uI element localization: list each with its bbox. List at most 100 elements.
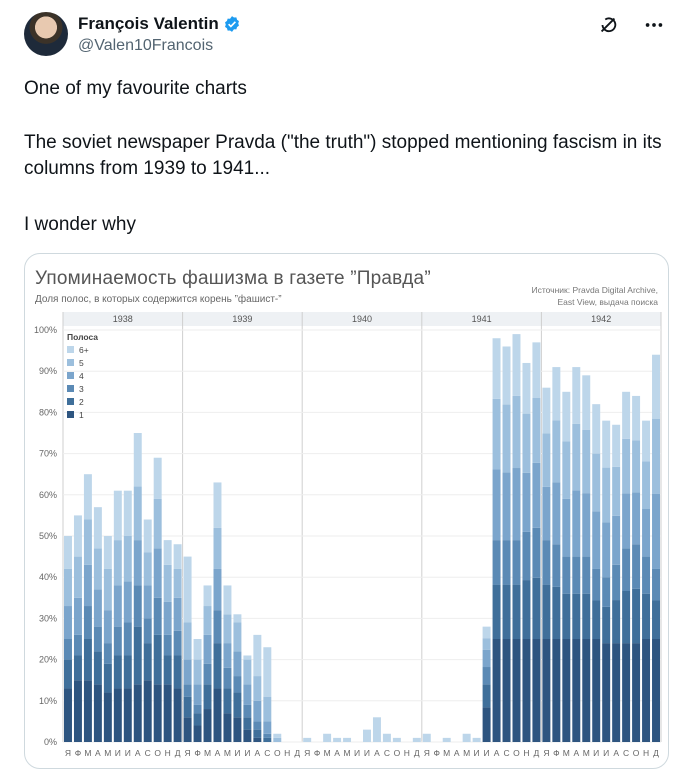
bar-segment [612,515,621,565]
y-tick-label: 20% [39,655,57,665]
y-tick-label: 40% [39,572,57,582]
bar-segment [263,647,272,697]
bar-segment [522,531,531,581]
bar-segment [173,688,182,742]
x-tick-label: И [115,748,121,758]
y-tick-label: 50% [39,531,57,541]
x-tick-label: А [95,748,101,758]
legend-swatch [67,372,74,379]
author-name[interactable]: François Valentin [78,14,219,33]
bar-segment [103,610,112,644]
x-tick-label: О [274,748,281,758]
bar-segment [153,457,162,499]
bar-segment [243,729,252,742]
bar-segment [113,688,122,742]
legend-title: Полоса [67,332,98,342]
grok-icon[interactable] [597,14,619,36]
x-tick-label: Ф [314,748,320,758]
bar-segment [632,440,641,493]
bar-segment [153,548,162,598]
x-tick-label: А [334,748,340,758]
bar-segment [642,420,651,462]
bar-segment [223,585,232,615]
bar-segment [642,639,651,742]
y-tick-label: 60% [39,490,57,500]
bar-segment [243,684,252,705]
bar-segment [572,639,581,742]
bar-segment [123,536,132,582]
bar-segment [572,490,581,557]
bar-segment [213,610,222,644]
bar-segment [213,688,222,742]
avatar[interactable] [24,12,68,56]
bar-segment [592,639,601,742]
x-tick-label: Ф [194,748,200,758]
bar-segment [512,468,521,541]
bar-segment [133,684,142,742]
x-tick-label: Н [284,748,290,758]
bar-segment [93,626,102,652]
legend-label: 5 [79,358,84,368]
bar-segment [143,585,152,619]
y-tick-label: 0% [44,737,57,747]
bar-segment [253,737,262,742]
bar-segment [123,655,132,689]
bar-segment [143,680,152,742]
legend-swatch [67,385,74,392]
bar-segment [253,634,262,677]
bar-segment [532,527,541,578]
x-tick-label: Я [65,748,71,758]
x-tick-label: М [104,748,111,758]
bar-segment [64,606,72,639]
bar-segment [93,589,102,627]
bar-segment [562,498,571,557]
bar-segment [343,737,352,742]
x-tick-label: А [573,748,579,758]
bar-segment [183,684,192,697]
bar-segment [492,639,501,742]
bar-segment [632,643,641,742]
bar-segment [133,585,142,627]
bar-segment [502,346,511,405]
bar-segment [602,606,611,644]
bar-segment [83,474,92,520]
bar-segment [632,492,641,545]
more-icon[interactable] [643,14,665,36]
x-tick-label: Н [643,748,649,758]
bar-segment [642,556,651,594]
year-label: 1938 [113,314,133,324]
bar-segment [173,597,182,631]
x-tick-label: Ф [75,748,81,758]
bar-segment [582,429,591,494]
author-handle[interactable]: @Valen10Francois [78,37,214,54]
bar-segment [632,544,641,589]
bar-segment [64,688,72,742]
x-tick-label: Д [294,748,300,758]
bar-segment [542,639,551,742]
x-tick-label: М [84,748,91,758]
bar-segment [93,548,102,590]
header-actions [597,14,665,36]
bar-segment [622,548,631,592]
x-tick-label: А [255,748,261,758]
bar-segment [123,490,132,536]
bar-segment [143,552,152,586]
bar-segment [582,593,591,639]
bar-segment [183,696,192,718]
bar-segment [552,586,561,639]
bar-segment [512,334,521,396]
bar-segment [263,721,272,734]
bar-segment [382,733,391,742]
bar-segment [482,684,491,708]
bar-segment [612,424,621,467]
x-tick-label: Я [185,748,191,758]
chart-subtitle: Доля полос, в которых содержится корень … [35,294,282,305]
x-tick-label: И [244,748,250,758]
bar-segment [263,733,272,738]
bar-segment [83,519,92,565]
bar-segment [83,639,92,681]
x-tick-label: И [354,748,360,758]
year-label: 1942 [591,314,611,324]
media-card[interactable]: Упоминаемость фашизма в газете ”Правда” … [24,253,669,769]
x-tick-label: М [443,748,450,758]
